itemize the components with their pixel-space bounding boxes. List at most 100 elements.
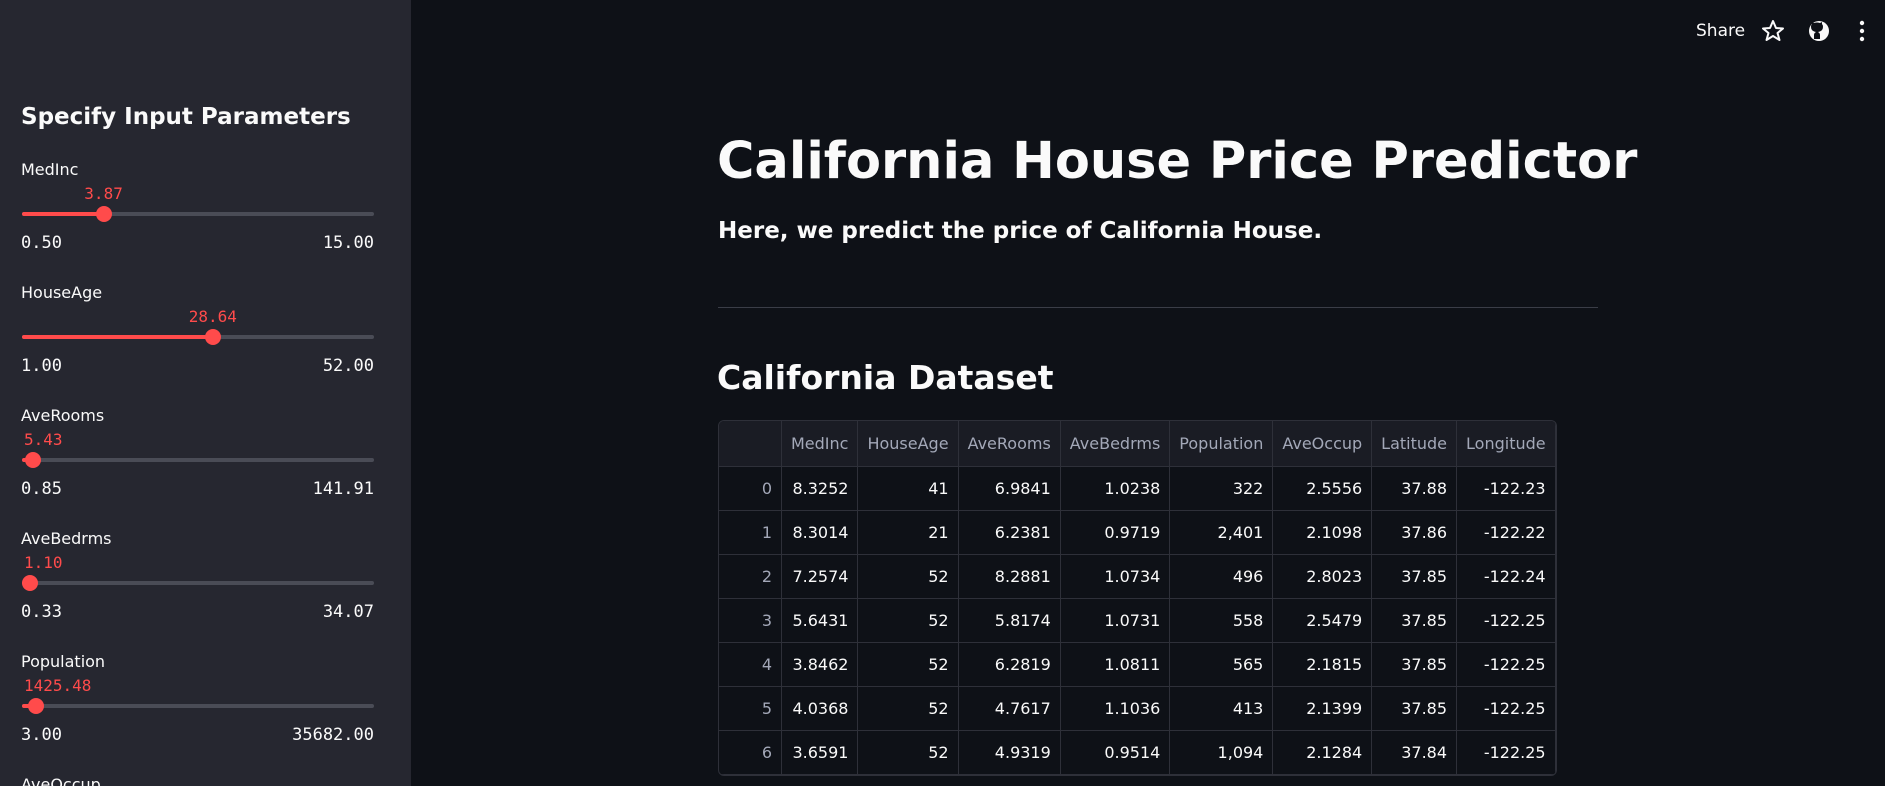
slider-thumb[interactable] <box>28 698 45 714</box>
table-cell: 52 <box>858 643 959 687</box>
table-cell: 0.9514 <box>1060 731 1171 775</box>
table-cell: -122.25 <box>1457 599 1556 643</box>
table-cell: 6.2819 <box>958 643 1061 687</box>
column-header: MedInc <box>782 421 859 467</box>
table-cell: 8.2881 <box>958 555 1061 599</box>
table-row: 2 7.2574 52 8.2881 1.0734 496 2.8023 37.85 -122.… <box>719 555 1556 599</box>
table-cell: 0.9719 <box>1060 511 1171 555</box>
column-header: Latitude <box>1372 421 1458 467</box>
slider-track <box>22 581 374 585</box>
row-index: 1 <box>719 511 782 555</box>
slider-min: 3.00 <box>21 725 62 745</box>
table-cell: 52 <box>858 731 959 775</box>
slider-max: 15.00 <box>322 233 374 253</box>
table-cell: 37.85 <box>1372 643 1458 687</box>
table-cell: 21 <box>858 511 959 555</box>
slider-label: AveRooms <box>21 406 105 425</box>
slider-label: AveOccup <box>21 775 101 786</box>
table-cell: -122.22 <box>1457 511 1556 555</box>
index-header <box>719 421 782 467</box>
slider-value: 28.64 <box>188 307 237 326</box>
table-cell: 37.88 <box>1372 467 1458 511</box>
row-index: 0 <box>719 467 782 511</box>
table-row: 5 4.0368 52 4.7617 1.1036 413 2.1399 37.85 -122.… <box>719 687 1556 731</box>
toolbar-icons <box>1762 20 1865 42</box>
column-header: AveBedrms <box>1060 421 1171 467</box>
row-index: 3 <box>719 599 782 643</box>
table-cell: 2.8023 <box>1273 555 1373 599</box>
table-cell: 4.9319 <box>958 731 1061 775</box>
table-row: 0 8.3252 41 6.9841 1.0238 322 2.5556 37.88 -122.… <box>719 467 1556 511</box>
section-title: California Dataset <box>717 358 1054 397</box>
slider-thumb[interactable] <box>204 329 221 345</box>
slider-track <box>22 458 374 462</box>
slider-fill <box>22 335 213 339</box>
table-cell: 2.1284 <box>1273 731 1373 775</box>
column-header: AveRooms <box>958 421 1061 467</box>
data-table: MedInc HouseAge AveRooms AveBedrms Populatio… <box>718 420 1557 776</box>
column-header: Longitude <box>1457 421 1556 467</box>
row-index: 2 <box>719 555 782 599</box>
table-cell: 3.6591 <box>782 731 859 775</box>
table-cell: 37.85 <box>1372 555 1458 599</box>
table-cell: 2.1399 <box>1273 687 1373 731</box>
table-cell: 2.5479 <box>1273 599 1373 643</box>
slider-min: 1.00 <box>21 356 62 376</box>
table-cell: 2.5556 <box>1273 467 1373 511</box>
table-cell: 1.0731 <box>1060 599 1171 643</box>
menu-icon[interactable] <box>1859 20 1865 42</box>
slider-track <box>22 704 374 708</box>
column-header: AveOccup <box>1273 421 1373 467</box>
star-icon[interactable] <box>1762 20 1784 41</box>
slider-label: AveBedrms <box>21 529 112 548</box>
table-cell: 1.0238 <box>1060 467 1171 511</box>
table-cell: -122.24 <box>1457 555 1556 599</box>
slider-label: Population <box>21 652 106 671</box>
table-cell: 558 <box>1170 599 1274 643</box>
table-cell: 1.1036 <box>1060 687 1171 731</box>
table-cell: 7.2574 <box>782 555 859 599</box>
row-index: 6 <box>719 731 782 775</box>
slider-value: 1425.48 <box>24 676 92 695</box>
slider-min: 0.33 <box>21 602 62 622</box>
table-cell: -122.23 <box>1457 467 1556 511</box>
header-row: MedInc HouseAge AveRooms AveBedrms Populatio… <box>719 421 1556 467</box>
table-cell: 37.85 <box>1372 599 1458 643</box>
slider-value: 5.43 <box>24 430 63 449</box>
slider-thumb[interactable] <box>25 452 42 468</box>
row-index: 4 <box>719 643 782 687</box>
table-cell: 37.86 <box>1372 511 1458 555</box>
table-cell: 6.9841 <box>958 467 1061 511</box>
column-header: Population <box>1170 421 1274 467</box>
row-index: 5 <box>719 687 782 731</box>
table-cell: 322 <box>1170 467 1274 511</box>
table-cell: 496 <box>1170 555 1274 599</box>
table-cell: 8.3252 <box>782 467 859 511</box>
table-row: 1 8.3014 21 6.2381 0.9719 2,401 2.1098 37.86 -12… <box>719 511 1556 555</box>
slider-thumb[interactable] <box>22 575 39 591</box>
table-cell: 2.1098 <box>1273 511 1373 555</box>
slider-min: 0.85 <box>21 479 62 499</box>
table-cell: 52 <box>858 687 959 731</box>
table-cell: 5.8174 <box>958 599 1061 643</box>
table-row: 3 5.6431 52 5.8174 1.0731 558 2.5479 37.85 -122.… <box>719 599 1556 643</box>
table-cell: 37.85 <box>1372 687 1458 731</box>
table-cell: -122.25 <box>1457 643 1556 687</box>
table-cell: 2.1815 <box>1273 643 1373 687</box>
table-cell: 4.7617 <box>958 687 1061 731</box>
table-cell: 1,094 <box>1170 731 1274 775</box>
share-button[interactable]: Share <box>1696 21 1746 41</box>
table-cell: 565 <box>1170 643 1274 687</box>
table-cell: 37.84 <box>1372 731 1458 775</box>
table-cell: 41 <box>858 467 959 511</box>
slider-fill <box>22 212 104 216</box>
slider-max: 52.00 <box>322 356 374 376</box>
table-cell: 52 <box>858 555 959 599</box>
github-mark <box>1811 22 1823 39</box>
table-cell: -122.25 <box>1457 687 1556 731</box>
slider-track <box>22 212 374 216</box>
table-cell: 6.2381 <box>958 511 1061 555</box>
slider-thumb[interactable] <box>95 206 112 222</box>
slider-value: 1.10 <box>24 553 63 572</box>
